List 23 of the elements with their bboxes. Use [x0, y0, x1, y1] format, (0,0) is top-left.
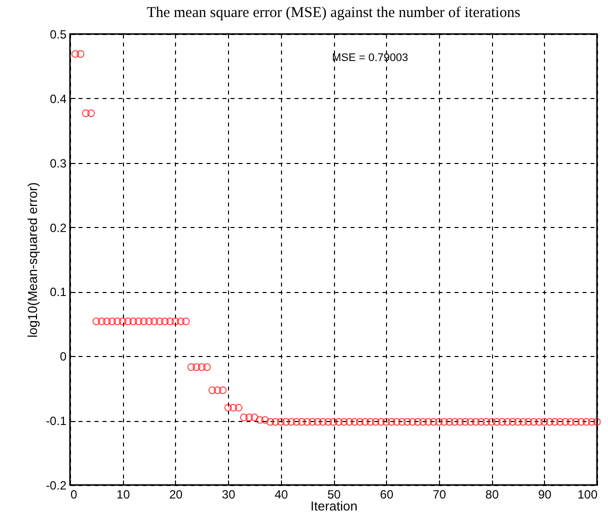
y-tick-label: -0.1: [46, 414, 67, 428]
x-tick-label: 20: [169, 488, 183, 502]
x-tick-label: 10: [116, 488, 130, 502]
y-tick-label: 0.5: [50, 28, 67, 42]
y-tick-label: 0.1: [50, 285, 67, 300]
x-tick-label: 0: [70, 488, 78, 502]
y-tick-label: 0.3: [50, 156, 67, 170]
chart-title: The mean square error (MSE) against the number of iterations: [146, 5, 520, 21]
y-tick-label: 0.4: [50, 92, 67, 106]
annotation: MSE = 0.79003: [332, 52, 408, 64]
y-axis-title: log10(Mean-squared error): [24, 182, 40, 338]
x-tick-label: 30: [222, 488, 236, 502]
x-tick-label: 80: [485, 488, 500, 502]
x-tick-label: 70: [432, 488, 446, 502]
y-tick-label: -0.2: [46, 478, 67, 492]
x-tick-label: 100: [577, 488, 598, 502]
y-tick-label: 0: [60, 350, 67, 364]
x-axis-title: Iteration: [310, 498, 358, 514]
x-tick-label: 90: [538, 488, 552, 502]
x-tick-label: 40: [274, 488, 288, 502]
x-tick-label: 50: [327, 488, 341, 502]
x-tick-label: 60: [380, 488, 394, 502]
y-tick-label: 0.2: [50, 220, 67, 235]
